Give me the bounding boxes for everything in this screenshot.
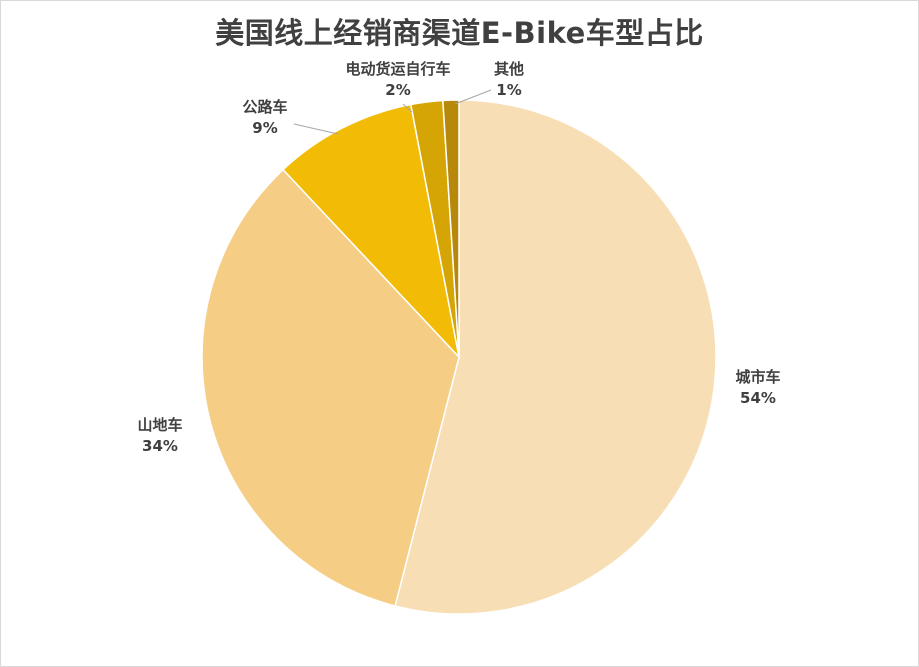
- slice-name-label: 电动货运自行车: [345, 60, 450, 78]
- leader-line: [402, 103, 413, 113]
- slice-name-label: 其他: [494, 60, 524, 78]
- pie-slice-2: [201, 168, 460, 607]
- slice-name-label: 山地车: [137, 416, 182, 434]
- chart-title: 美国线上经销商渠道E-Bike车型占比: [215, 16, 704, 50]
- slice-name-label: 城市车: [735, 368, 780, 386]
- slice-percent-label: 2%: [385, 81, 410, 99]
- pie-slices: [201, 99, 717, 615]
- slice-name-label: 公路车: [242, 98, 287, 116]
- slice-percent-label: 1%: [496, 81, 521, 99]
- leader-lines: [293, 89, 492, 135]
- leader-line: [293, 123, 339, 135]
- slice-percent-label: 54%: [740, 389, 776, 407]
- data-labels: 城市车 54% 山地车 34% 公路车 9% 电动货运自行车 2% 其他 1%: [137, 60, 780, 455]
- pie-slice-5: [442, 99, 460, 358]
- pie-slice-1: [394, 99, 717, 615]
- slice-percent-label: 9%: [252, 119, 277, 137]
- pie-slice-3: [282, 103, 461, 360]
- leader-line: [454, 89, 492, 105]
- slice-percent-label: 34%: [142, 437, 178, 455]
